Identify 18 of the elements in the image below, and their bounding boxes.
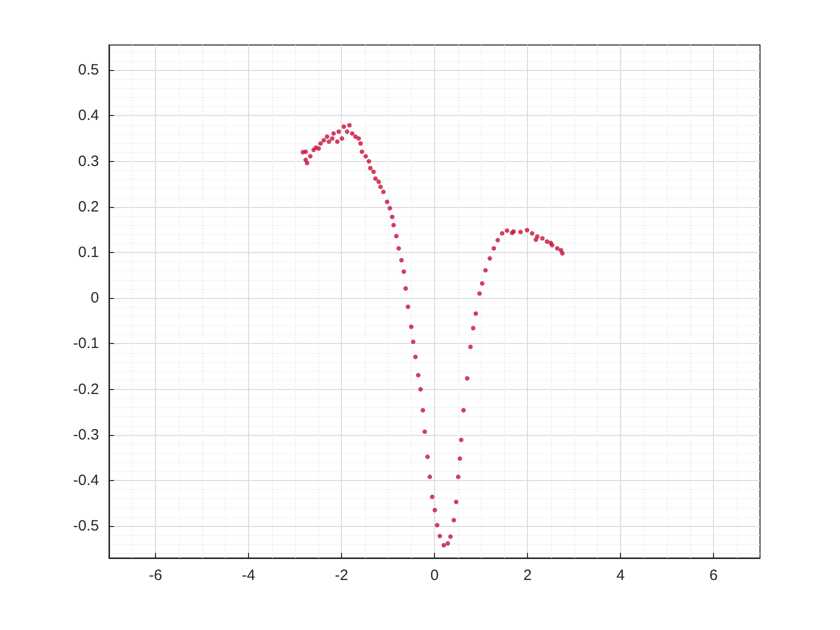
- x-tick-label: 4: [616, 567, 625, 584]
- y-tick-label: 0: [90, 290, 99, 307]
- y-tick-label: -0.4: [73, 472, 99, 489]
- y-tick-label: -0.3: [73, 426, 99, 444]
- y-tick-label: 0.4: [78, 107, 99, 124]
- y-tick-label: -0.2: [73, 380, 99, 398]
- y-tick-label: 0.3: [78, 152, 99, 170]
- x-tick-label: 0: [430, 567, 439, 584]
- x-tick-label: -4: [242, 567, 256, 584]
- y-tick-label: 0.2: [78, 198, 99, 216]
- x-tick-label: -2: [334, 567, 348, 584]
- y-tick-label: -0.5: [73, 518, 99, 535]
- x-tick-label: 6: [709, 567, 718, 584]
- y-tick-label: 0.5: [78, 62, 99, 79]
- y-tick-label: -0.1: [73, 335, 99, 352]
- x-tick-label: 2: [523, 567, 532, 584]
- y-tick-label: 0.1: [78, 244, 99, 261]
- x-tick-label: -6: [148, 567, 162, 584]
